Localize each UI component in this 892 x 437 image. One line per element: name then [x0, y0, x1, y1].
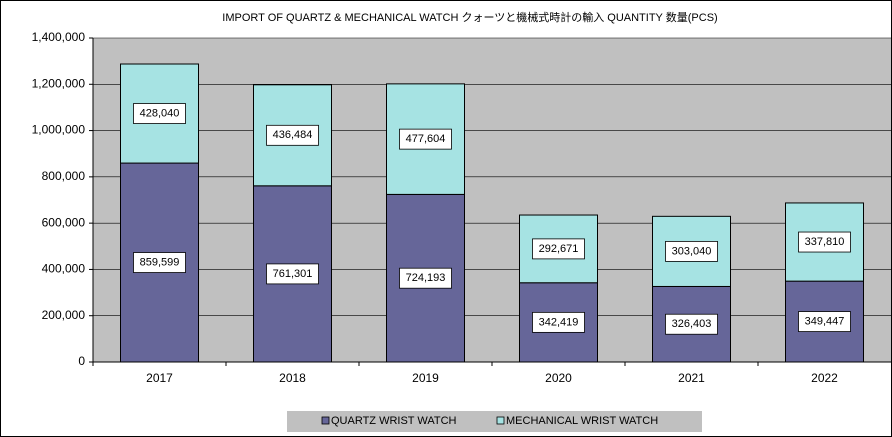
- data-label-box: [133, 252, 186, 273]
- legend-swatch: [321, 416, 330, 425]
- legend-swatch: [496, 416, 505, 425]
- data-label-box: [798, 231, 851, 253]
- data-label-box: [133, 103, 186, 124]
- data-label: 326,403: [672, 318, 712, 330]
- x-tick-label: 2017: [146, 371, 173, 385]
- data-label: 349,447: [805, 315, 845, 327]
- y-tick-label: 1,000,000: [32, 123, 86, 137]
- data-label-box: [399, 267, 452, 289]
- legend-label: QUARTZ WRIST WATCH: [331, 415, 457, 427]
- data-label: 436,484: [273, 129, 313, 141]
- y-tick-label: 400,000: [42, 262, 86, 276]
- data-label-box: [665, 313, 718, 335]
- y-tick-label: 1,400,000: [32, 30, 86, 44]
- y-tick-label: 0: [78, 354, 85, 368]
- chart-title: IMPORT OF QUARTZ & MECHANICAL WATCH クォーツ…: [222, 10, 717, 24]
- data-label: 428,040: [140, 107, 180, 119]
- data-label: 337,810: [805, 236, 845, 248]
- plot-area: [93, 38, 891, 362]
- data-label: 859,599: [140, 256, 180, 268]
- x-tick-label: 2020: [545, 371, 572, 385]
- data-label: 303,040: [672, 245, 712, 257]
- data-label: 724,193: [406, 272, 446, 284]
- data-label: 292,671: [539, 243, 579, 255]
- data-label-box: [798, 311, 851, 332]
- y-tick-label: 1,200,000: [32, 76, 86, 90]
- data-label: 342,419: [539, 316, 579, 328]
- x-tick-label: 2018: [279, 371, 306, 385]
- data-label-box: [399, 128, 452, 150]
- legend-box: [287, 411, 702, 432]
- legend-label: MECHANICAL WRIST WATCH: [506, 415, 658, 427]
- y-tick-label: 800,000: [42, 169, 86, 183]
- data-label-box: [665, 240, 718, 262]
- data-label: 477,604: [406, 133, 446, 145]
- data-label: 761,301: [273, 268, 313, 280]
- data-label-box: [532, 311, 585, 333]
- x-tick-label: 2022: [811, 371, 838, 385]
- x-tick-label: 2019: [412, 371, 439, 385]
- data-label-box: [266, 263, 319, 285]
- x-tick-label: 2021: [678, 371, 705, 385]
- y-tick-label: 200,000: [42, 308, 86, 322]
- data-label-box: [266, 124, 319, 146]
- data-label-box: [532, 238, 585, 260]
- y-tick-label: 600,000: [42, 215, 86, 229]
